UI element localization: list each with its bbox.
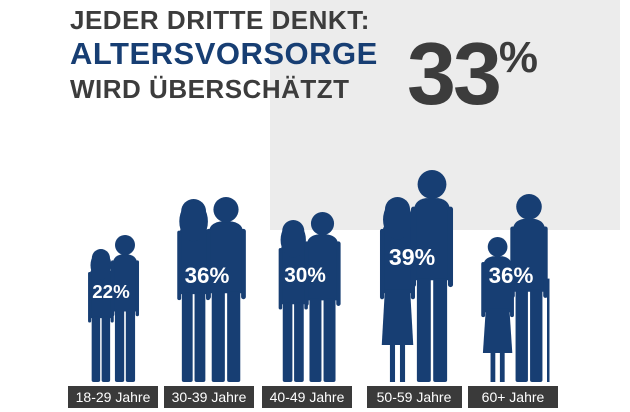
couple-50s-icon [379, 170, 454, 382]
person-male-silhouette [110, 235, 140, 382]
couple-young-icon [88, 235, 140, 382]
x-tick-label: 30-39 Jahre [164, 386, 254, 408]
person-female-silhouette [379, 197, 416, 382]
background-pie-slice [270, 0, 620, 230]
value-label: 36% [489, 263, 534, 288]
x-tick-label: 40-49 Jahre [262, 386, 352, 408]
couple-30s-icon [177, 197, 246, 382]
value-label: 22% [92, 281, 130, 302]
value-label: 36% [185, 263, 230, 288]
person-female-silhouette [177, 199, 210, 382]
person-male-silhouette [304, 212, 341, 382]
couple-40s-icon [278, 212, 341, 382]
overall-percentage: 33% [407, 30, 538, 118]
value-label: 39% [389, 244, 435, 270]
headline-line-1: JEDER DRITTE DENKT: [70, 5, 370, 35]
couple-senior-cane-icon [481, 194, 550, 382]
person-male-silhouette [206, 197, 246, 382]
person-female-silhouette [88, 249, 114, 382]
x-tick-label: 50-59 Jahre [366, 386, 462, 408]
headline-line-3: WIRD ÜBERSCHÄTZT [70, 74, 350, 104]
headline-line-2: ALTERSVORSORGE [70, 36, 378, 71]
overall-percentage-symbol: % [498, 33, 539, 82]
person-female-silhouette [278, 220, 308, 382]
x-tick-label: 18-29 Jahre [68, 386, 158, 408]
overall-percentage-value: 33 [407, 24, 502, 123]
value-label: 30% [284, 264, 326, 287]
x-tick-label: 60+ Jahre [468, 386, 558, 408]
person-female-silhouette [481, 237, 514, 382]
person-male-silhouette [510, 194, 550, 382]
person-male-silhouette [410, 170, 454, 382]
